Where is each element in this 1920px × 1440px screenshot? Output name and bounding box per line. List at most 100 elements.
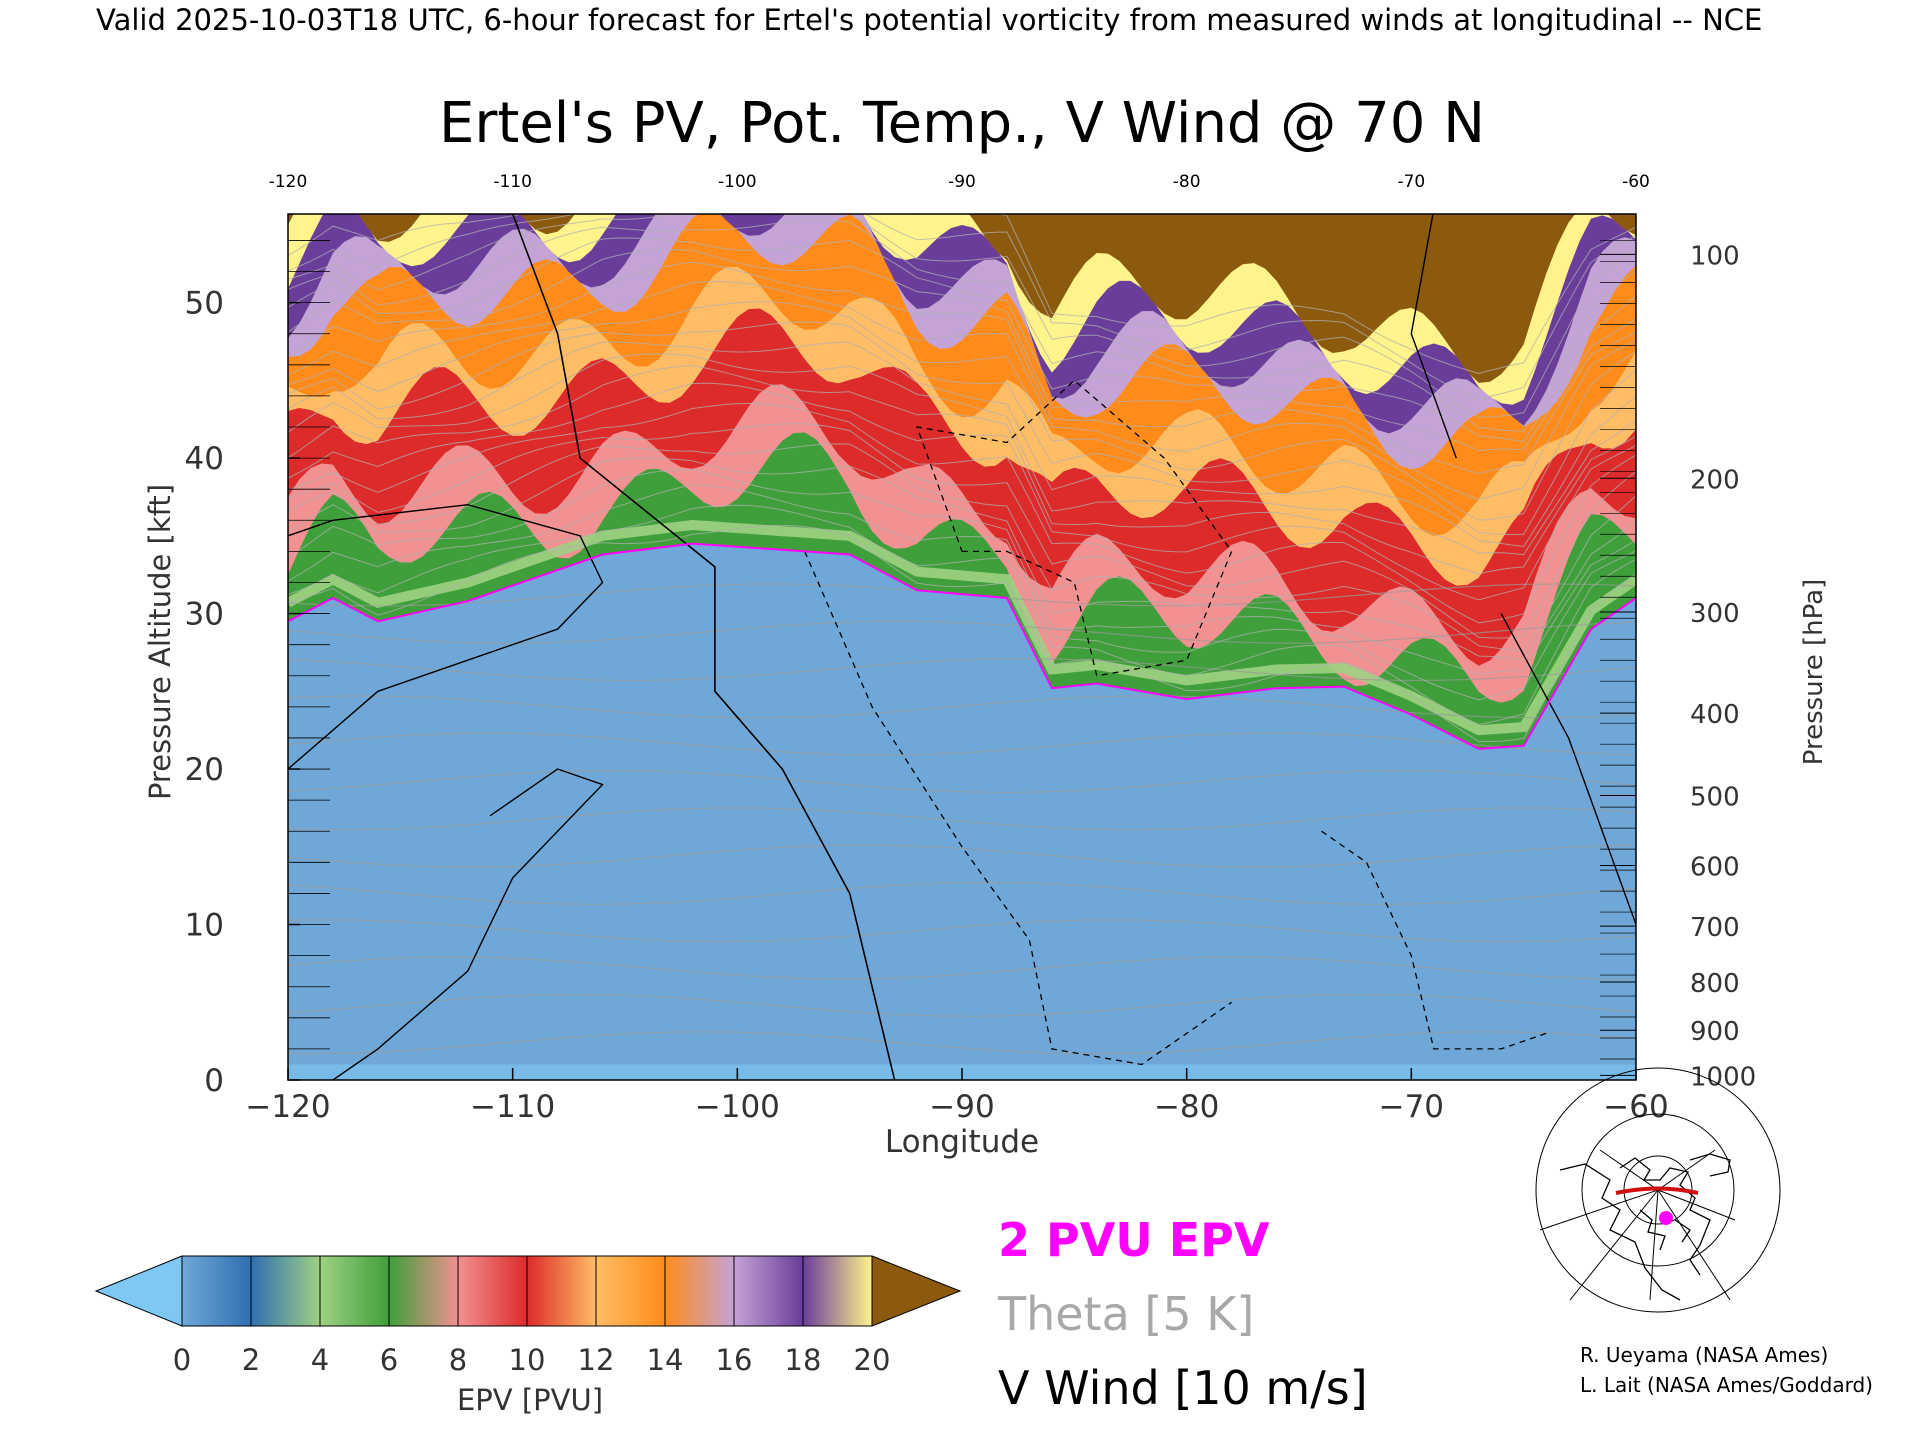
credit-line-1: R. Ueyama (NASA Ames)	[1580, 1343, 1829, 1367]
x-top-tick-label: -80	[1173, 172, 1201, 192]
colorbar-tick-label: 2	[242, 1343, 260, 1377]
theta-contour	[288, 844, 1636, 868]
theta-contour-strat	[288, 469, 1636, 676]
valid-time-header: Valid 2025-10-03T18 UTC, 6-hour forecast…	[0, 0, 1920, 40]
colorbar-cell	[733, 1255, 804, 1327]
inset-polar-map	[1535, 1067, 1781, 1313]
theta-contour	[288, 732, 1636, 756]
v-wind-negative-contour	[804, 551, 1232, 1066]
y-tick-label: 40	[185, 441, 224, 477]
y2-tick-label: 900	[1690, 1017, 1740, 1047]
legend-v-wind: V Wind [10 m/s]	[998, 1361, 1368, 1415]
x-top-tick-label: -110	[493, 172, 532, 192]
colorbar-tick-label: 6	[380, 1343, 398, 1377]
theta-contour-strat	[288, 457, 1636, 661]
2pvu-tropopause-line	[288, 542, 1636, 750]
x-tick-label: −90	[929, 1089, 994, 1125]
colorbar: 0 2 4 6 8 10 12 14 16 18 20	[94, 1255, 962, 1377]
theta-contour-strat	[288, 261, 1636, 475]
y2-tick-label: 600	[1690, 852, 1740, 882]
credits: R. Ueyama (NASA Ames) L. Lait (NASA Ames…	[1580, 1340, 1873, 1400]
colorbar-under-triangle	[94, 1255, 183, 1327]
colorbar-tick-label: 20	[854, 1343, 891, 1377]
y-tick-label: 10	[185, 908, 224, 944]
x-tick-label: −60	[1603, 1089, 1668, 1125]
theta-contour-strat	[288, 301, 1636, 521]
v-wind-positive-contour	[1410, 214, 1457, 459]
theta-contour-strat	[288, 214, 1636, 418]
theta-contour-strat	[288, 423, 1636, 639]
theta-contour-strat	[288, 365, 1636, 575]
x-top-tick-label: -120	[269, 172, 308, 192]
theta-contour	[288, 956, 1636, 980]
theta-contour-strat	[288, 214, 1636, 400]
y2-tick-label: 500	[1690, 782, 1740, 812]
credit-line-2: L. Lait (NASA Ames/Goddard)	[1580, 1373, 1873, 1397]
theta-contour	[288, 620, 1636, 644]
v-wind-positive-contour	[1500, 613, 1636, 925]
y-tick-label: 20	[185, 752, 224, 788]
colorbar-label: EPV [PVU]	[457, 1383, 603, 1417]
theta-contour-strat	[288, 443, 1636, 652]
x-tick-label: −70	[1379, 1089, 1444, 1125]
valid-time-text: Valid 2025-10-03T18 UTC, 6-hour forecast…	[96, 3, 1763, 37]
colorbar-cell	[664, 1255, 735, 1327]
x-tick-label: −100	[695, 1089, 780, 1125]
v-wind-contours	[288, 214, 1636, 1080]
theta-contour	[288, 658, 1636, 681]
theta-contour-strat	[288, 484, 1636, 701]
legend-2pvu: 2 PVU EPV	[998, 1213, 1270, 1267]
y2-tick-label: 200	[1690, 465, 1740, 495]
y-tick-label: 50	[185, 286, 224, 322]
y-axis-kft: 0 10 20 30 40 50	[185, 240, 330, 1099]
colorbar-cell	[319, 1255, 390, 1327]
y2-tick-label: 100	[1690, 241, 1740, 271]
legend: 2 PVU EPV Theta [5 K] V Wind [10 m/s]	[997, 1213, 1368, 1415]
theta-contour-strat	[288, 353, 1636, 556]
theta-contour	[288, 919, 1636, 943]
x-top-tick-label: -70	[1397, 172, 1425, 192]
colorbar-cell	[802, 1255, 873, 1327]
v-wind-positive-contour	[288, 503, 604, 770]
v-wind-negative-contour	[1321, 830, 1547, 1050]
theta-contour-strat	[288, 382, 1636, 601]
x-axis: −120 −110 −100 −90 −80 −70 −60	[245, 1068, 1669, 1125]
colorbar-cell	[250, 1255, 321, 1327]
colorbar-over-triangle	[871, 1255, 962, 1327]
x-axis-top: -120 -110 -100 -90 -80 -70 -60	[269, 172, 1650, 192]
colorbar-tick-label: 4	[311, 1343, 329, 1377]
y-tick-label: 0	[204, 1063, 224, 1099]
chart-title: Ertel's PV, Pot. Temp., V Wind @ 70 N	[439, 91, 1485, 156]
x-tick-label: −120	[245, 1089, 330, 1125]
map-graticule	[1535, 1067, 1781, 1313]
band-20pvu	[288, 214, 1636, 383]
colorbar-tick-label: 12	[578, 1343, 615, 1377]
y-axis-label: Pressure Altitude [kft]	[143, 484, 177, 800]
x-top-tick-label: -100	[718, 172, 757, 192]
location-marker	[1659, 1211, 1673, 1225]
map-coastlines	[1559, 1153, 1731, 1301]
theta-contour-strat	[288, 219, 1636, 432]
y-tick-label: 30	[185, 597, 224, 633]
theta-contour-strat	[288, 249, 1636, 452]
x-top-tick-label: -90	[948, 172, 976, 192]
y2-axis-label: Pressure [hPa]	[1799, 579, 1829, 766]
theta-contour	[288, 695, 1636, 719]
x-tick-label: −80	[1154, 1089, 1219, 1125]
theta-contour	[288, 770, 1636, 794]
x-axis-label: Longitude	[885, 1124, 1039, 1160]
y2-tick-label: 800	[1690, 969, 1740, 999]
x-top-tick-label: -60	[1622, 172, 1650, 192]
theta-contours	[288, 214, 1636, 1055]
theta-contour-strat	[288, 402, 1636, 624]
y2-tick-label: 700	[1690, 913, 1740, 943]
theta-contour	[288, 1031, 1636, 1055]
theta-contour-strat	[288, 341, 1636, 548]
colorbar-cell	[388, 1255, 459, 1327]
colorbar-tick-label: 10	[509, 1343, 546, 1377]
theta-contour	[288, 881, 1636, 905]
theta-contour	[288, 807, 1636, 831]
colorbar-tick-label: 18	[785, 1343, 822, 1377]
theta-contour-strat	[288, 280, 1636, 501]
